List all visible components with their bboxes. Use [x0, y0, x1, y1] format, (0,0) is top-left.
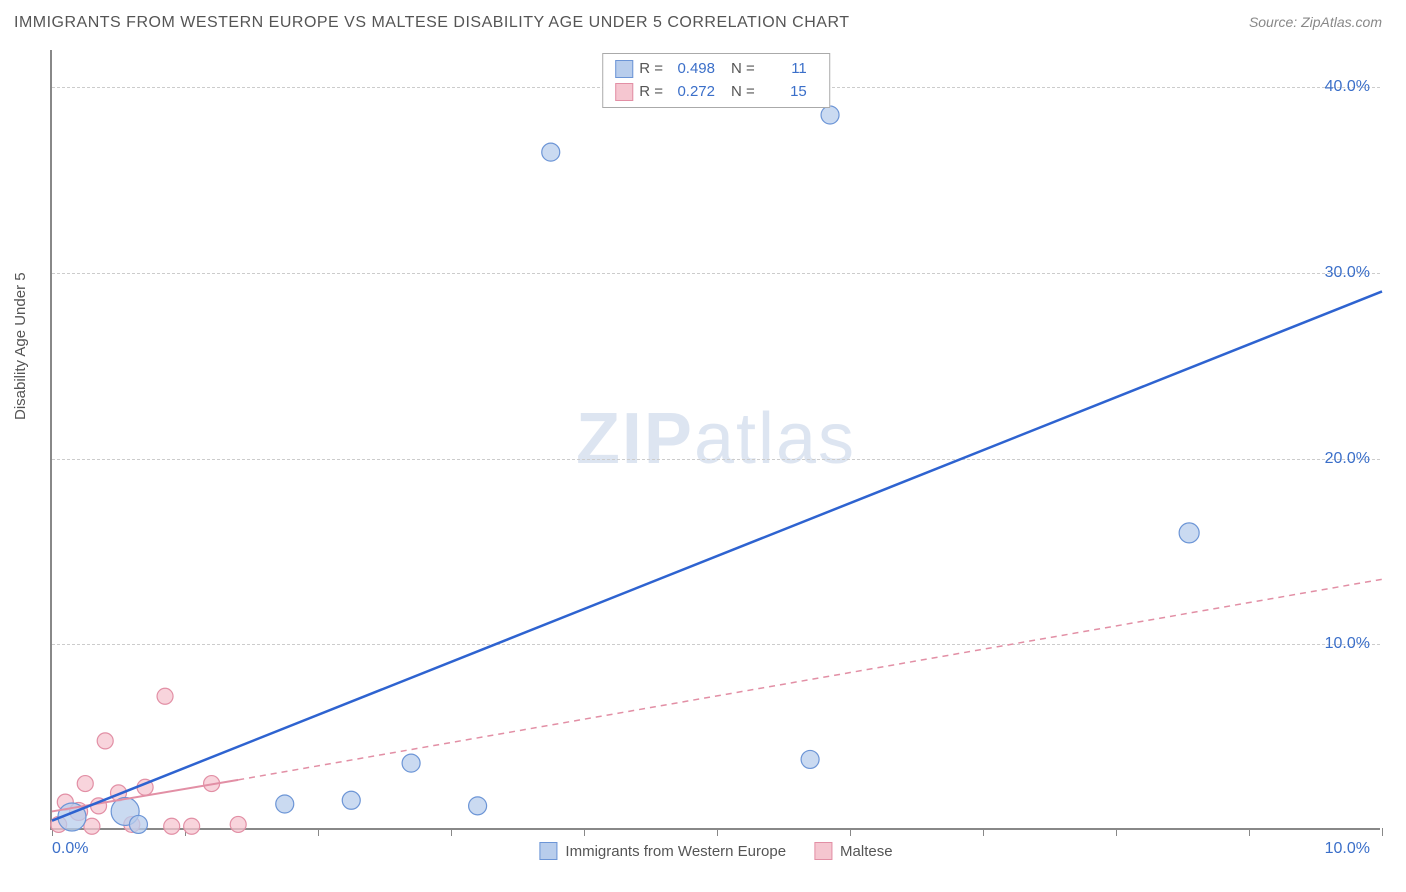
legend-swatch: [615, 83, 633, 101]
legend-r-label: R =: [639, 81, 663, 104]
legend-swatch: [539, 842, 557, 860]
plot-area: ZIPatlas 10.0%20.0%30.0%40.0% R =0.498N …: [50, 50, 1380, 830]
legend-swatch: [814, 842, 832, 860]
data-point: [184, 818, 200, 834]
xtick: [584, 828, 585, 836]
legend-swatch: [615, 60, 633, 78]
legend-n-value: 11: [763, 58, 807, 81]
scatter-svg: [52, 50, 1380, 828]
bottom-legend-item: Maltese: [814, 842, 893, 860]
data-point: [129, 815, 147, 833]
data-point: [342, 791, 360, 809]
data-point: [1179, 523, 1199, 543]
trendline-western-europe: [52, 291, 1382, 820]
data-point: [469, 797, 487, 815]
data-point: [276, 795, 294, 813]
y-axis-label: Disability Age Under 5: [12, 272, 29, 420]
data-point: [230, 816, 246, 832]
data-point: [84, 818, 100, 834]
data-point: [164, 818, 180, 834]
legend-r-value: 0.272: [671, 81, 715, 104]
xtick-label-min: 0.0%: [52, 840, 88, 858]
xtick-label-max: 10.0%: [1325, 840, 1370, 858]
chart-title: IMMIGRANTS FROM WESTERN EUROPE VS MALTES…: [14, 14, 850, 32]
series-legend: Immigrants from Western Europe Maltese: [539, 842, 892, 860]
data-point: [157, 688, 173, 704]
legend-r-value: 0.498: [671, 58, 715, 81]
data-point: [801, 750, 819, 768]
data-point: [97, 733, 113, 749]
legend-row: R = 0.498 N = 11: [615, 58, 817, 81]
data-point: [77, 776, 93, 792]
legend-n-value: 15: [763, 81, 807, 104]
source-label: Source: ZipAtlas.com: [1249, 14, 1382, 30]
legend-n-label: N =: [731, 81, 755, 104]
bottom-legend-label: Immigrants from Western Europe: [565, 843, 786, 860]
data-point: [821, 106, 839, 124]
bottom-legend-item: Immigrants from Western Europe: [539, 842, 786, 860]
xtick: [983, 828, 984, 836]
xtick: [1382, 828, 1383, 836]
xtick: [717, 828, 718, 836]
xtick: [1116, 828, 1117, 836]
legend-r-label: R =: [639, 58, 663, 81]
bottom-legend-label: Maltese: [840, 843, 893, 860]
legend-row: R = 0.272 N = 15: [615, 81, 817, 104]
data-point: [542, 143, 560, 161]
data-point: [402, 754, 420, 772]
correlation-legend: R = 0.498 N = 11 R = 0.272 N = 15: [602, 53, 830, 108]
xtick: [451, 828, 452, 836]
legend-n-label: N =: [731, 58, 755, 81]
xtick: [850, 828, 851, 836]
xtick: [318, 828, 319, 836]
xtick: [1249, 828, 1250, 836]
